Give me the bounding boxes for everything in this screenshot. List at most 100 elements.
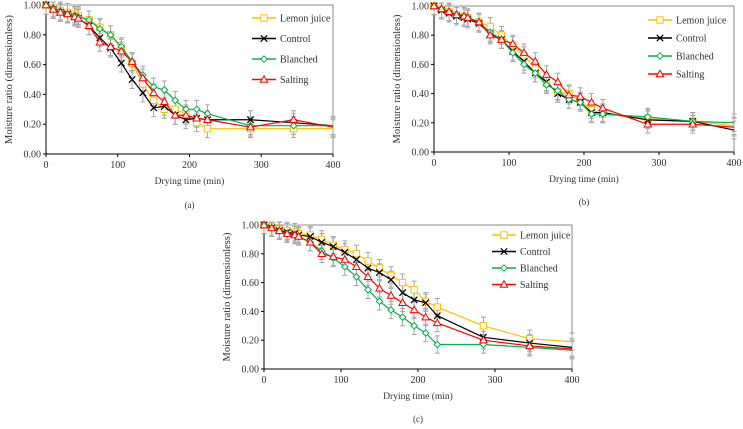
point-blanched [542,80,551,89]
legend-label-blanched: Blanched [520,264,558,275]
y-tick-label: 1.00 [242,221,260,232]
point-salting [181,110,191,119]
x-axis-label: Drying time (min) [549,174,619,185]
x-tick-label: 200 [577,158,592,169]
legend-marker-blanched [260,55,268,63]
point-salting [363,272,373,281]
y-tick-label: 0.40 [242,307,260,318]
point-salting [643,119,653,128]
point-control [387,276,395,284]
y-tick-label: 0.60 [242,278,260,289]
legend: Lemon juice Control Blanched Salting [252,14,331,86]
point-lemon-juice [387,271,395,280]
point-blanched [106,30,115,39]
point-salting [274,226,284,234]
point-lemon-juice [352,250,361,258]
point-control [128,75,136,84]
legend-marker-control [260,34,268,43]
y-tick-label: 0.80 [412,31,430,42]
y-tick-label: 1.00 [412,2,430,13]
point-salting [305,237,315,246]
point-salting [485,30,495,39]
legend-marker-lemon-juice [656,16,664,24]
point-blanched [598,110,607,118]
point-lemon-juice [422,297,430,306]
point-lemon-juice [479,322,488,330]
point-salting [598,103,608,112]
legend-label-salting: Salting [676,70,704,81]
point-salting [84,21,94,30]
chart-panel-b: 0.00 0.20 0.40 0.60 0.80 1.00 0 100 200 300 400 Dry… [392,1,742,207]
legend-marker-salting [655,69,665,78]
point-salting [386,290,396,299]
point-control [398,289,407,297]
point-lemon-juice [149,96,158,105]
point-salting [282,228,292,237]
chart-panel-c: 0.00 0.20 0.40 0.60 0.80 1.00 0 100 200 300 400 Dry… [222,220,580,424]
x-tick-label: 100 [110,160,125,171]
point-blanched [95,24,104,33]
point-salting [159,97,169,106]
point-salting [351,262,361,270]
legend-marker-blanched [656,52,664,60]
point-blanched [352,272,361,281]
x-tick-label: 300 [254,160,269,171]
series-salting [41,0,334,131]
legend-marker-salting [499,279,509,288]
point-salting [294,231,304,240]
x-tick-label: 0 [432,158,437,169]
point-salting [245,122,256,131]
x-tick-label: 400 [326,160,341,171]
point-salting [170,110,180,119]
point-salting [586,97,597,106]
legend-label-salting: Salting [520,280,548,291]
point-salting [525,341,535,350]
y-tick-label: 0.60 [412,60,430,71]
point-lemon-juice [203,124,212,133]
point-blanched [520,60,528,69]
legend-label-blanched: Blanched [280,55,318,66]
point-blanched [192,105,201,114]
legend-label-lemon-juice: Lemon juice [520,231,571,242]
point-salting [127,56,137,65]
point-salting [62,9,73,18]
point-salting [95,37,105,46]
panel-caption: (a) [185,200,195,210]
y-tick-label: 0.40 [412,89,430,100]
y-tick-label: 0.60 [24,60,42,71]
legend-label-control: Control [676,34,707,45]
point-salting [116,46,126,55]
x-tick-label: 0 [44,160,49,171]
x-tick-label: 400 [727,158,742,169]
point-salting [451,10,462,18]
point-salting [508,39,518,48]
x-tick-label: 100 [334,375,349,386]
point-salting [374,283,385,292]
y-tick-label: 0.00 [412,148,430,159]
series-salting [259,220,573,350]
point-blanched [289,121,298,130]
x-axis-label: Drying time (min) [383,391,453,402]
point-salting [317,249,327,257]
point-salting [259,220,269,229]
legend: Lemon juice Control Blanched Salting [648,16,727,81]
x-tick-label: 0 [262,375,267,386]
x-tick-label: 200 [411,375,426,386]
point-salting [432,318,442,327]
point-salting [553,77,563,86]
point-control [422,299,430,307]
panel-caption: (b) [579,197,590,207]
point-salting [444,7,454,16]
chart-panel-a: 0.00 0.20 0.40 0.60 0.80 1.00 0 100 200 300 400 Dry… [4,0,341,210]
point-lemon-juice [433,303,441,311]
point-lemon-juice [375,264,384,272]
point-salting [149,88,159,97]
point-control [139,89,147,97]
point-blanched [398,313,407,322]
legend-marker-control [500,247,508,256]
point-lemon-juice [410,286,418,294]
point-salting [328,251,338,260]
point-salting [541,69,552,78]
x-tick-label: 300 [652,158,667,169]
point-blanched [340,262,349,271]
